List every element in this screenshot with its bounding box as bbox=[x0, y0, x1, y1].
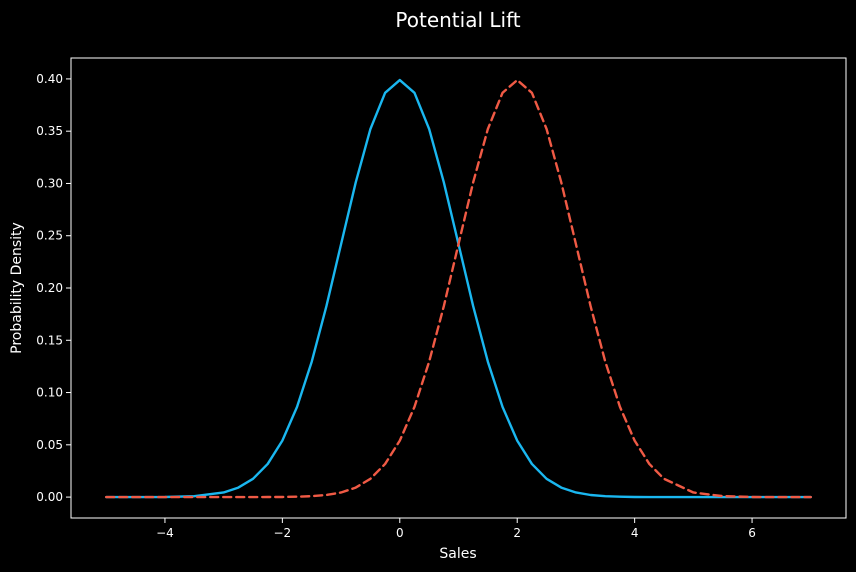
x-tick-label: 0 bbox=[396, 526, 404, 540]
y-tick-label: 0.00 bbox=[36, 490, 63, 504]
series-line-1 bbox=[105, 78, 812, 499]
y-tick-label: 0.35 bbox=[36, 124, 63, 138]
chart-title: Potential Lift bbox=[395, 8, 520, 32]
y-tick-label: 0.05 bbox=[36, 438, 63, 452]
x-tick-label: 4 bbox=[631, 526, 639, 540]
x-axis: −4 −2 0 2 4 6 bbox=[156, 518, 756, 540]
y-tick-label: 0.30 bbox=[36, 176, 63, 190]
x-axis-label: Sales bbox=[439, 546, 476, 562]
y-tick-label: 0.15 bbox=[36, 333, 63, 347]
y-tick-label: 0.20 bbox=[36, 281, 63, 295]
x-tick-label: 2 bbox=[513, 526, 521, 540]
y-tick-label: 0.40 bbox=[36, 72, 63, 86]
series-layer bbox=[105, 78, 812, 499]
x-tick-label: −4 bbox=[156, 526, 174, 540]
y-axis: 0.00 0.05 0.10 0.15 0.20 0.25 0.30 0.35 0.40 bbox=[36, 72, 71, 504]
x-tick-label: 6 bbox=[748, 526, 756, 540]
x-tick-label: −2 bbox=[274, 526, 292, 540]
series-line-2 bbox=[105, 78, 812, 499]
y-tick-label: 0.10 bbox=[36, 386, 63, 400]
y-axis-label: Probability Density bbox=[9, 222, 25, 354]
y-tick-label: 0.25 bbox=[36, 229, 63, 243]
plot-area: −4 −2 0 2 4 6 0.00 0.05 0.10 0.15 0.20 0.25 0.30 0.3… bbox=[36, 57, 847, 540]
